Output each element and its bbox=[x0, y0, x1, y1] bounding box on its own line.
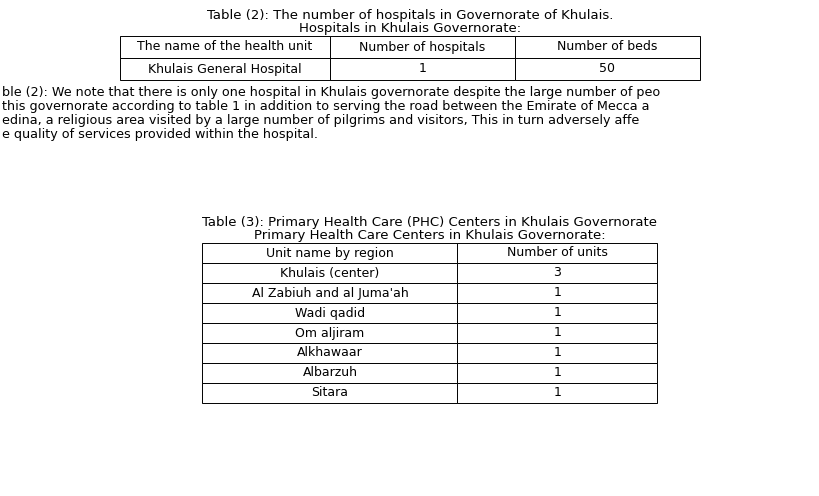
Text: Table (2): The number of hospitals in Governorate of Khulais.: Table (2): The number of hospitals in Go… bbox=[206, 9, 613, 22]
Bar bbox=[120, 58, 329, 80]
Text: 1: 1 bbox=[553, 386, 561, 399]
Text: this governorate according to table 1 in addition to serving the road between th: this governorate according to table 1 in… bbox=[2, 100, 649, 113]
Text: 1: 1 bbox=[553, 347, 561, 360]
Text: Wadi qadid: Wadi qadid bbox=[295, 307, 364, 319]
Bar bbox=[202, 323, 457, 343]
Text: 1: 1 bbox=[553, 287, 561, 300]
Bar bbox=[514, 58, 699, 80]
Text: 3: 3 bbox=[553, 266, 561, 280]
Bar bbox=[457, 243, 657, 263]
Bar bbox=[202, 363, 457, 383]
Bar bbox=[202, 283, 457, 303]
Text: Table (3): Primary Health Care (PHC) Centers in Khulais Governorate: Table (3): Primary Health Care (PHC) Cen… bbox=[202, 216, 657, 229]
Bar bbox=[202, 343, 457, 363]
Text: Om aljiram: Om aljiram bbox=[295, 326, 364, 339]
Text: Khulais (center): Khulais (center) bbox=[280, 266, 379, 280]
Text: 1: 1 bbox=[553, 326, 561, 339]
Text: The name of the health unit: The name of the health unit bbox=[138, 41, 312, 54]
Bar bbox=[457, 383, 657, 403]
Text: Alkhawaar: Alkhawaar bbox=[296, 347, 363, 360]
Bar bbox=[457, 283, 657, 303]
Bar bbox=[202, 263, 457, 283]
Bar bbox=[120, 36, 329, 58]
Bar bbox=[202, 243, 457, 263]
Text: e quality of services provided within the hospital.: e quality of services provided within th… bbox=[2, 128, 318, 141]
Text: ble (2): We note that there is only one hospital in Khulais governorate despite : ble (2): We note that there is only one … bbox=[2, 86, 659, 99]
Text: Unit name by region: Unit name by region bbox=[266, 247, 393, 259]
Bar bbox=[514, 36, 699, 58]
Text: Number of beds: Number of beds bbox=[557, 41, 657, 54]
Bar bbox=[457, 323, 657, 343]
Text: Al Zabiuh and al Juma'ah: Al Zabiuh and al Juma'ah bbox=[251, 287, 408, 300]
Bar bbox=[457, 363, 657, 383]
Text: Number of units: Number of units bbox=[506, 247, 607, 259]
Text: 1: 1 bbox=[553, 367, 561, 379]
Bar bbox=[329, 36, 514, 58]
Text: 50: 50 bbox=[599, 62, 615, 75]
Text: Primary Health Care Centers in Khulais Governorate:: Primary Health Care Centers in Khulais G… bbox=[254, 229, 605, 242]
Bar bbox=[202, 383, 457, 403]
Bar bbox=[329, 58, 514, 80]
Text: edina, a religious area visited by a large number of pilgrims and visitors, This: edina, a religious area visited by a lar… bbox=[2, 114, 639, 127]
Text: 1: 1 bbox=[418, 62, 426, 75]
Text: Hospitals in Khulais Governorate:: Hospitals in Khulais Governorate: bbox=[299, 22, 520, 35]
Text: 1: 1 bbox=[553, 307, 561, 319]
Text: Khulais General Hospital: Khulais General Hospital bbox=[148, 62, 301, 75]
Text: Albarzuh: Albarzuh bbox=[302, 367, 357, 379]
Text: Sitara: Sitara bbox=[311, 386, 348, 399]
Bar bbox=[202, 303, 457, 323]
Text: Number of hospitals: Number of hospitals bbox=[359, 41, 485, 54]
Bar bbox=[457, 343, 657, 363]
Bar bbox=[457, 263, 657, 283]
Bar bbox=[457, 303, 657, 323]
